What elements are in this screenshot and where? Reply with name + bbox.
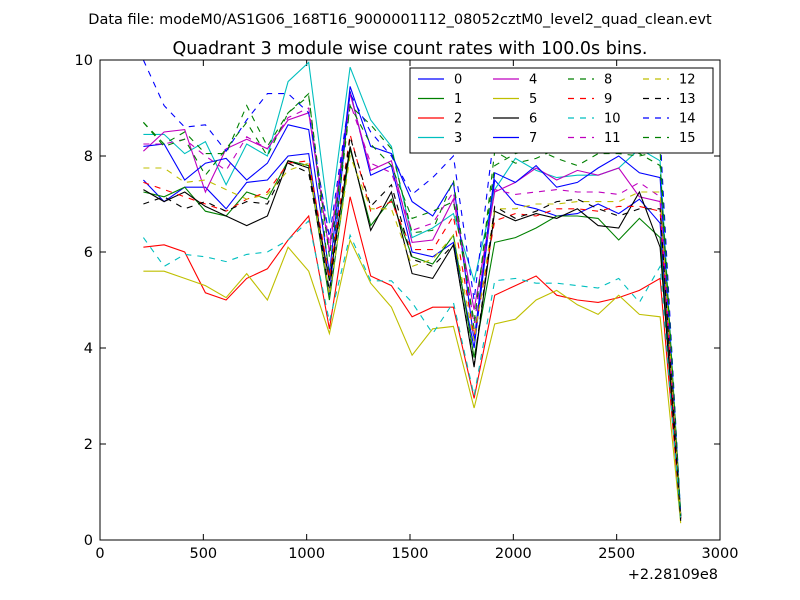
legend-label-13: 13 — [679, 92, 696, 107]
x-tick-label: 2000 — [495, 546, 532, 562]
x-tick-label: 3000 — [702, 546, 739, 562]
legend-label-15: 15 — [679, 131, 696, 146]
series-line-6 — [143, 146, 682, 519]
series-line-5 — [143, 238, 682, 524]
legend-label-3: 3 — [454, 131, 462, 146]
y-tick-label: 0 — [84, 533, 93, 549]
series-line-13 — [143, 136, 682, 521]
legend-label-7: 7 — [529, 131, 537, 146]
series-line-3 — [143, 61, 682, 514]
y-tick-label: 2 — [84, 437, 93, 453]
legend-label-5: 5 — [529, 92, 537, 107]
series-line-2 — [143, 196, 682, 519]
legend-label-0: 0 — [454, 73, 462, 88]
x-tick-label: 2500 — [598, 546, 635, 562]
legend-label-11: 11 — [604, 131, 621, 146]
x-tick-label: 1000 — [288, 546, 325, 562]
series-line-4 — [143, 93, 682, 517]
legend-label-4: 4 — [529, 73, 537, 88]
legend-label-8: 8 — [604, 73, 612, 88]
x-tick-label: 1500 — [392, 546, 429, 562]
series-line-10 — [142, 219, 682, 521]
x-offset-label: +2.28109e8 — [628, 567, 718, 583]
legend-label-2: 2 — [454, 112, 462, 127]
x-tick-label: 500 — [189, 546, 217, 562]
series-line-0 — [143, 91, 682, 517]
y-tick-label: 10 — [75, 53, 93, 69]
legend-label-9: 9 — [604, 92, 612, 107]
legend-label-14: 14 — [679, 112, 696, 127]
legend-label-1: 1 — [454, 92, 462, 107]
y-tick-label: 8 — [84, 149, 93, 165]
figure-suptitle: Data file: modeM0/AS1G06_168T16_90000011… — [88, 12, 712, 28]
y-tick-label: 6 — [84, 245, 93, 261]
legend-label-6: 6 — [529, 112, 537, 127]
chart-title: Quadrant 3 module wise count rates with … — [173, 39, 648, 59]
series-line-15 — [142, 94, 682, 517]
y-tick-label: 4 — [84, 341, 93, 357]
series-line-7 — [143, 86, 682, 517]
legend-box — [409, 67, 714, 154]
series-line-11 — [143, 103, 682, 517]
legend-label-12: 12 — [679, 73, 696, 88]
legend-label-10: 10 — [604, 112, 621, 127]
x-tick-label: 0 — [95, 546, 104, 562]
series-layer — [142, 60, 682, 524]
series-line-12 — [143, 153, 682, 519]
plot-frame — [99, 59, 721, 541]
